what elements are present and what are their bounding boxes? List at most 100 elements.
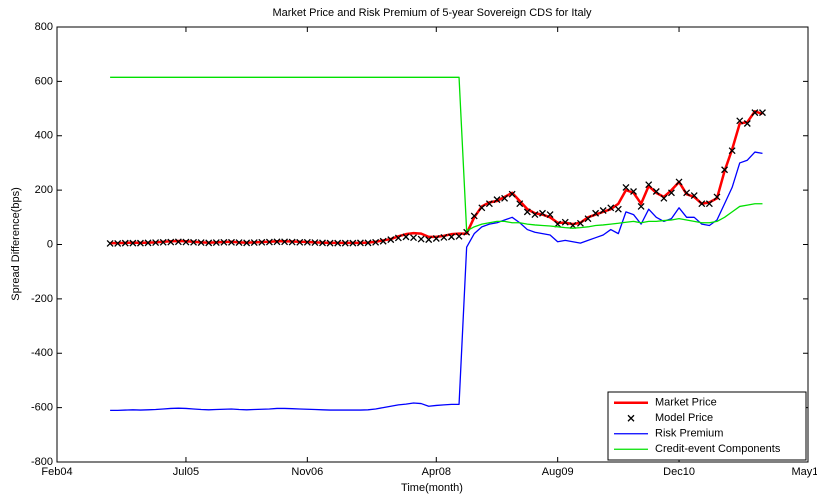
model-marker — [448, 233, 455, 241]
model-marker — [485, 200, 493, 208]
x-tick-label: Aug09 — [542, 466, 574, 478]
model-marker — [675, 178, 683, 186]
model-marker — [470, 212, 478, 220]
model-marker — [690, 192, 698, 200]
y-tick-label: 400 — [35, 130, 53, 142]
series-line — [110, 76, 763, 232]
y-tick-label: 800 — [35, 21, 53, 33]
model-marker — [296, 238, 304, 246]
model-marker — [736, 117, 744, 125]
model-marker — [417, 235, 425, 243]
model-marker — [432, 235, 440, 242]
model-marker — [508, 190, 516, 198]
model-marker — [607, 204, 615, 212]
model-marker — [561, 218, 569, 226]
model-marker — [759, 109, 766, 117]
model-marker — [265, 238, 273, 246]
model-marker — [152, 239, 160, 247]
model-marker — [630, 188, 637, 195]
model-marker — [478, 204, 486, 212]
model-marker — [751, 109, 759, 117]
model-marker — [599, 207, 607, 214]
y-tick-label: 0 — [47, 238, 53, 250]
legend-marker — [627, 414, 635, 422]
model-marker — [516, 200, 524, 208]
x-tick-label: Jul05 — [173, 466, 199, 478]
model-marker — [705, 200, 713, 208]
series-line — [110, 151, 763, 411]
legend-label: Market Price — [655, 397, 717, 409]
y-tick-label: -600 — [31, 402, 53, 414]
y-tick-label: -800 — [31, 456, 53, 468]
model-marker — [652, 188, 660, 195]
model-marker — [637, 202, 645, 210]
model-marker — [440, 233, 448, 241]
model-marker — [379, 237, 387, 245]
model-marker — [698, 200, 706, 208]
model-marker — [425, 236, 433, 244]
y-tick-label: 600 — [35, 75, 53, 87]
model-marker — [288, 238, 296, 246]
model-marker — [106, 239, 114, 247]
model-marker — [212, 239, 220, 247]
model-marker — [220, 238, 228, 246]
x-axis-label: Time(month) — [401, 482, 463, 494]
model-marker — [721, 166, 729, 174]
x-tick-label: Feb04 — [41, 466, 72, 478]
model-marker — [622, 183, 630, 191]
model-marker — [683, 189, 691, 197]
model-marker — [372, 238, 380, 246]
model-marker — [660, 194, 668, 202]
series-line — [110, 110, 763, 245]
model-marker — [326, 239, 334, 247]
model-marker — [713, 193, 721, 201]
model-marker — [576, 219, 584, 227]
model-marker — [136, 239, 144, 247]
model-marker — [592, 209, 600, 217]
model-marker — [523, 208, 531, 216]
model-marker — [159, 238, 167, 246]
y-axis-label: Spread Difference(bps) — [10, 187, 22, 301]
model-marker — [546, 211, 554, 219]
model-marker — [303, 238, 311, 246]
model-marker — [273, 238, 281, 246]
x-tick-label: Apr08 — [422, 466, 451, 478]
model-marker — [235, 239, 243, 247]
model-marker — [258, 238, 266, 246]
model-marker — [410, 234, 417, 242]
model-marker — [455, 232, 463, 240]
x-tick-label: May12 — [791, 466, 817, 478]
model-marker — [364, 239, 372, 247]
model-marker — [281, 238, 289, 246]
y-tick-label: -200 — [31, 293, 53, 305]
model-marker — [645, 181, 653, 189]
model-marker — [121, 239, 129, 247]
model-marker — [197, 239, 205, 247]
model-marker — [387, 236, 395, 244]
model-marker — [728, 147, 736, 155]
model-marker — [356, 239, 364, 247]
legend-label: Risk Premium — [655, 428, 723, 440]
model-marker — [243, 239, 251, 247]
model-marker — [319, 239, 326, 247]
model-marker — [501, 194, 509, 202]
model-marker — [394, 234, 402, 242]
y-tick-label: 200 — [35, 184, 53, 196]
model-marker — [531, 211, 539, 219]
legend-label: Model Price — [655, 412, 713, 424]
chart-title: Market Price and Risk Premium of 5-year … — [272, 7, 592, 19]
model-marker — [349, 239, 357, 247]
model-marker — [190, 238, 198, 246]
model-marker — [539, 209, 546, 217]
model-marker — [129, 239, 137, 247]
model-marker — [743, 120, 751, 127]
model-marker — [584, 215, 592, 223]
model-marker — [174, 238, 182, 246]
model-marker — [311, 239, 319, 247]
model-marker — [614, 205, 622, 213]
x-tick-label: Dec10 — [663, 466, 695, 478]
x-tick-label: Nov06 — [291, 466, 323, 478]
model-marker — [250, 239, 258, 247]
